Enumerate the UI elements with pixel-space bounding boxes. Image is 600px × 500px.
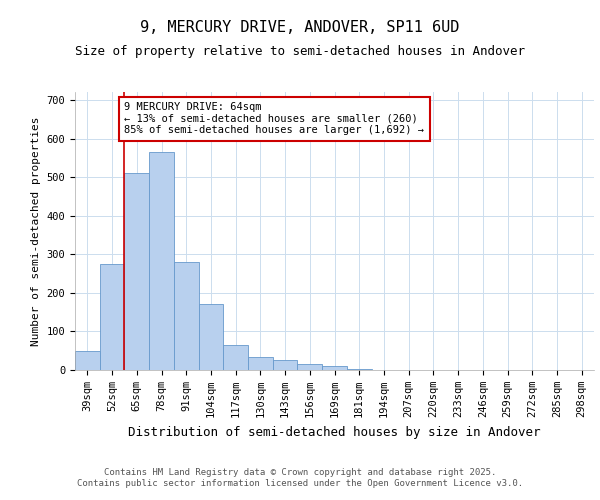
Bar [124,174,149,370]
Y-axis label: Number of semi-detached properties: Number of semi-detached properties [31,116,41,346]
Bar [223,345,248,370]
Bar [100,264,124,370]
Text: 9, MERCURY DRIVE, ANDOVER, SP11 6UD: 9, MERCURY DRIVE, ANDOVER, SP11 6UD [140,20,460,35]
Bar [149,152,174,370]
Bar [75,350,100,370]
Bar [322,366,347,370]
Text: Contains HM Land Registry data © Crown copyright and database right 2025.
Contai: Contains HM Land Registry data © Crown c… [77,468,523,487]
Bar [174,262,199,370]
Text: Size of property relative to semi-detached houses in Andover: Size of property relative to semi-detach… [75,45,525,58]
X-axis label: Distribution of semi-detached houses by size in Andover: Distribution of semi-detached houses by … [128,426,541,438]
Bar [273,360,298,370]
Bar [199,304,223,370]
Bar [298,364,322,370]
Bar [347,369,371,370]
Bar [248,356,273,370]
Text: 9 MERCURY DRIVE: 64sqm
← 13% of semi-detached houses are smaller (260)
85% of se: 9 MERCURY DRIVE: 64sqm ← 13% of semi-det… [124,102,424,136]
